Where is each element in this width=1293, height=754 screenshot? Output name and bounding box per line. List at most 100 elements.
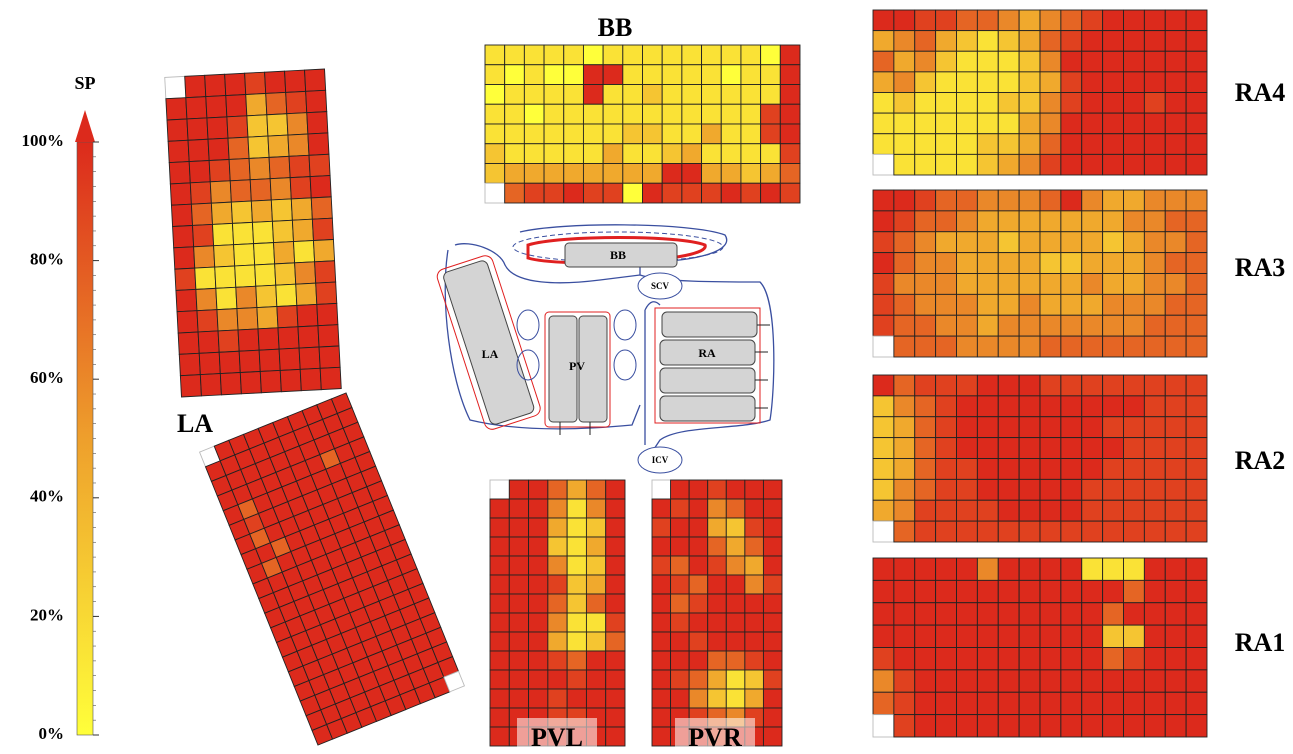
heat-cell	[1061, 211, 1082, 232]
heat-cell	[1186, 715, 1207, 737]
heat-cell	[548, 670, 567, 689]
heat-cell	[524, 85, 544, 105]
heat-cell	[741, 183, 761, 203]
heat-cell	[318, 325, 339, 347]
heat-cell	[998, 211, 1019, 232]
heat-cell	[505, 65, 525, 85]
heat-cell	[998, 715, 1019, 737]
heat-cell	[305, 69, 326, 91]
heat-cell	[761, 164, 781, 184]
heat-cell	[200, 374, 221, 396]
heat-cell	[1040, 154, 1061, 175]
heat-cell	[1061, 232, 1082, 253]
heat-cell	[1124, 375, 1145, 396]
heat-cell	[780, 144, 800, 164]
heat-cell	[1040, 625, 1061, 647]
heat-cell	[275, 263, 296, 285]
heat-cell	[299, 347, 320, 369]
heat-cell	[1124, 315, 1145, 336]
heat-cell	[741, 65, 761, 85]
heat-cell	[306, 90, 327, 112]
heat-cell	[485, 65, 505, 85]
heat-cell	[726, 651, 745, 670]
heat-cell	[689, 480, 708, 499]
heat-cell	[689, 632, 708, 651]
heat-cell	[1061, 294, 1082, 315]
heat-cell	[662, 104, 682, 124]
heat-cell	[1165, 51, 1186, 72]
heat-cell	[1103, 154, 1124, 175]
heat-cell	[174, 247, 195, 269]
heat-cell	[957, 692, 978, 714]
heat-cell	[1144, 648, 1165, 670]
heat-cell	[682, 65, 702, 85]
heat-cell	[977, 134, 998, 155]
heat-cell	[548, 575, 567, 594]
heat-cell	[915, 500, 936, 521]
heat-cell	[915, 375, 936, 396]
heat-cell	[279, 348, 300, 370]
heat-cell	[567, 499, 586, 518]
heat-cell	[915, 396, 936, 417]
heat-cell	[1186, 10, 1207, 31]
heat-cell	[509, 575, 528, 594]
heat-cell	[721, 45, 741, 65]
heat-cell	[873, 396, 894, 417]
heat-cell	[682, 45, 702, 65]
heat-cell	[1124, 113, 1145, 134]
heat-cell	[998, 479, 1019, 500]
heat-cell	[606, 499, 625, 518]
heat-cell	[652, 556, 671, 575]
heat-cell	[763, 613, 782, 632]
heat-cell	[741, 104, 761, 124]
heat-cell	[1019, 93, 1040, 114]
heat-cell	[1103, 438, 1124, 459]
heat-cell	[998, 336, 1019, 357]
heat-cell	[317, 303, 338, 325]
heat-cell	[873, 438, 894, 459]
heat-cell	[267, 114, 288, 136]
heat-cell	[726, 537, 745, 556]
heat-cell	[1040, 670, 1061, 692]
heat-cell	[761, 85, 781, 105]
heat-cell	[1061, 315, 1082, 336]
heat-cell	[490, 632, 509, 651]
heat-cell	[780, 164, 800, 184]
heat-cell	[745, 537, 764, 556]
heat-cell	[1061, 31, 1082, 52]
heat-cell	[586, 689, 605, 708]
heat-cell	[671, 651, 690, 670]
heat-cell	[957, 417, 978, 438]
heat-cell	[1144, 72, 1165, 93]
heat-cell	[205, 74, 226, 96]
heat-cell	[1103, 459, 1124, 480]
reference-cell	[490, 480, 509, 499]
heat-cell	[198, 331, 219, 353]
heat-cell	[915, 31, 936, 52]
heat-cell	[1082, 253, 1103, 274]
heat-cell	[217, 309, 238, 331]
heat-cell	[763, 651, 782, 670]
heat-cell	[1082, 521, 1103, 542]
heat-cell	[726, 499, 745, 518]
heat-cell	[490, 575, 509, 594]
heat-cell	[485, 104, 505, 124]
heat-cell	[977, 459, 998, 480]
heat-cell	[936, 459, 957, 480]
heat-cell	[957, 294, 978, 315]
heat-cell	[623, 85, 643, 105]
heat-cell	[195, 267, 216, 289]
heat-cell	[300, 368, 321, 390]
heat-cell	[505, 104, 525, 124]
heat-cell	[915, 521, 936, 542]
electrode-grid	[485, 45, 800, 203]
heat-cell	[936, 670, 957, 692]
heat-cell	[490, 670, 509, 689]
heat-cell	[894, 72, 915, 93]
heat-cell	[1144, 521, 1165, 542]
heat-cell	[998, 670, 1019, 692]
heat-cell	[702, 164, 722, 184]
heat-cell	[643, 45, 663, 65]
heat-cell	[652, 575, 671, 594]
heat-cell	[1103, 375, 1124, 396]
